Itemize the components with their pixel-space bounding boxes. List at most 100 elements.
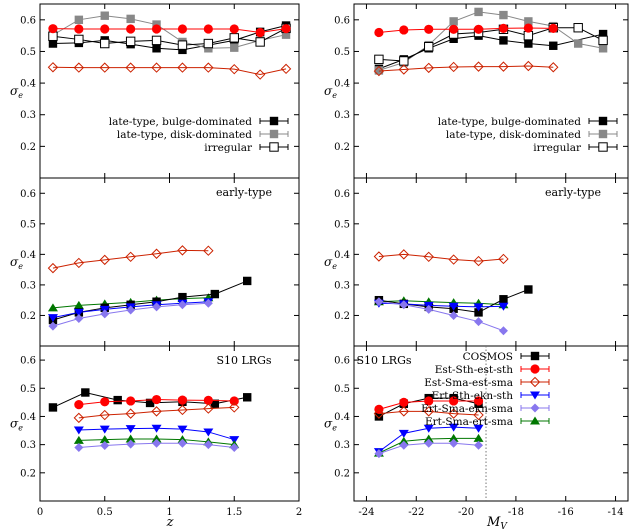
panel-middle-right: 0.2 0.3 0.4 0.5 0.6 σe early-type	[324, 177, 629, 347]
data-point	[399, 25, 409, 35]
data-point	[449, 396, 459, 406]
data-point	[474, 7, 483, 17]
data-point	[449, 438, 459, 448]
data-point	[177, 300, 187, 310]
data-point	[99, 409, 110, 421]
data-point	[374, 412, 384, 421]
data-point	[73, 62, 85, 73]
data-point	[548, 62, 559, 73]
legend-label: Ert-Sma-ekn-sma	[421, 403, 513, 415]
data-point	[499, 36, 508, 45]
data-point	[177, 395, 188, 405]
data-point	[152, 44, 161, 53]
x-tick-label: -18	[508, 507, 524, 518]
y-tick-label: 0.6	[20, 356, 36, 367]
data-point	[449, 310, 459, 320]
legend-marker	[598, 142, 608, 152]
data-point	[373, 408, 385, 419]
data-point	[473, 61, 484, 72]
y-tick-label: 0.4	[20, 412, 36, 423]
data-point	[474, 317, 484, 327]
x-axis-label-z: z	[166, 515, 174, 530]
data-point	[423, 424, 434, 433]
y-tick-label: 0.3	[20, 110, 36, 121]
data-point	[473, 303, 484, 312]
data-point	[498, 326, 508, 336]
data-point	[73, 300, 84, 309]
series-Ert-Sma-ekn-sma	[48, 298, 213, 331]
data-point	[177, 404, 188, 416]
data-point	[100, 309, 110, 319]
x-tick-label: -22	[408, 507, 424, 518]
data-point	[499, 295, 508, 304]
data-point	[229, 436, 240, 445]
panel-frame	[39, 345, 300, 502]
legend-marker	[530, 403, 540, 413]
data-point	[229, 442, 239, 452]
y-tick-label: 0.3	[334, 280, 350, 291]
data-point	[99, 425, 110, 434]
legend-entry-Ert-Sma-ert-sma: Ert-Sma-ert-sma	[425, 416, 550, 428]
data-point	[204, 44, 213, 53]
data-point	[47, 62, 59, 73]
data-point	[203, 440, 213, 450]
legend-label: Ert-Sma-ert-sma	[425, 416, 513, 428]
data-point	[125, 434, 136, 443]
data-point	[203, 62, 214, 73]
data-point	[373, 251, 385, 262]
data-point	[281, 24, 291, 34]
legend-label: Ert-Sth-ekn-sth	[432, 390, 514, 402]
data-point	[126, 396, 136, 406]
data-point	[374, 449, 384, 459]
data-point	[125, 251, 136, 263]
data-point	[177, 438, 187, 448]
data-point	[152, 438, 162, 448]
legend: COSMOSEst-Sth-est-sthEst-Sma-est-smaErt-…	[421, 351, 550, 428]
x-tick-label: 1.5	[226, 507, 242, 518]
data-point	[448, 254, 459, 265]
data-point	[230, 43, 239, 52]
data-point	[177, 425, 188, 434]
data-point	[74, 24, 84, 34]
y-tick-label: 0.6	[20, 15, 36, 26]
y-tick-label: 0.5	[20, 384, 36, 395]
x-tick-label: -14	[607, 507, 623, 518]
legend-label: COSMOS	[463, 351, 513, 363]
legend-entry-Est-Sth-est-sth: Est-Sth-est-sth	[435, 364, 550, 376]
data-point	[255, 37, 265, 47]
data-point	[423, 62, 434, 74]
data-point	[100, 397, 110, 407]
series-line	[378, 410, 479, 416]
data-point	[448, 423, 459, 432]
data-point	[243, 393, 252, 402]
data-point	[145, 398, 155, 408]
legend-marker	[269, 129, 279, 139]
data-point	[448, 433, 459, 442]
series-Est-Sma-est-sma	[373, 406, 484, 421]
y-tick-label: 0.2	[20, 311, 36, 322]
y-axis-label: σe	[324, 84, 337, 100]
legend-entry-late_bulge: late-type, bulge-dominated	[438, 116, 618, 128]
data-point	[229, 33, 239, 43]
data-point	[398, 429, 409, 438]
data-point	[47, 262, 59, 274]
data-point	[523, 30, 534, 41]
data-point	[47, 314, 58, 323]
data-point	[374, 297, 384, 307]
data-point	[498, 302, 509, 311]
y-tick-label: 0.2	[334, 468, 350, 479]
legend-entry-COSMOS: COSMOS	[463, 351, 550, 363]
series-Ert-Sma-ekn-sma	[374, 438, 484, 459]
data-point	[73, 308, 84, 317]
data-point	[424, 42, 434, 52]
legend-marker	[530, 391, 540, 400]
legend-entry-late_disk: late-type, disk-dominated	[446, 129, 618, 141]
series-Est-Sma-est-sma	[373, 60, 559, 77]
data-point	[177, 24, 188, 34]
data-point	[474, 440, 484, 450]
legend-label: Est-Sma-est-sma	[424, 377, 513, 389]
y-tick-label: 0.4	[334, 412, 350, 423]
data-point	[524, 17, 533, 26]
data-point	[548, 23, 558, 33]
legend-label: late-type, disk-dominated	[446, 129, 581, 141]
